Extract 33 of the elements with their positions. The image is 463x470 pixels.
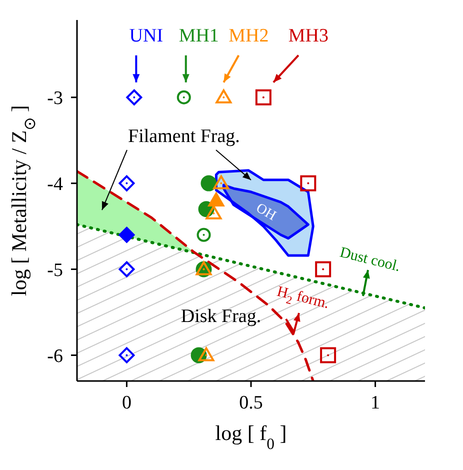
annotation: Dust cool.	[338, 244, 402, 276]
y-tick-label: -3	[47, 88, 63, 110]
point	[176, 90, 191, 104]
y-tick-label: -6	[47, 346, 63, 367]
x-axis-title: log [ f$_{0}$ ]	[215, 421, 287, 452]
point	[198, 347, 214, 362]
x-tick-label: 0	[122, 392, 132, 414]
text: UNI	[129, 25, 164, 46]
x-tick-label: 1	[370, 392, 380, 414]
x-tick-label: 0.5	[239, 392, 263, 414]
point	[320, 347, 336, 364]
point	[213, 175, 230, 190]
annotation: Filament Frag.	[128, 126, 240, 146]
point	[196, 228, 211, 242]
point	[118, 226, 135, 243]
point	[118, 347, 135, 364]
point	[200, 175, 217, 192]
text: MH1	[178, 25, 219, 46]
point	[255, 89, 272, 106]
point	[206, 205, 222, 220]
point	[300, 175, 316, 192]
text: MH2	[228, 25, 269, 46]
point	[126, 89, 142, 106]
y-tick-label: -5	[47, 260, 63, 282]
point	[118, 175, 135, 192]
point	[216, 89, 232, 104]
text: MH3	[288, 25, 328, 46]
point	[315, 261, 332, 278]
annotation: Disk Frag.	[180, 306, 262, 326]
point	[208, 192, 224, 206]
point	[118, 261, 135, 278]
annotation: OH	[253, 200, 279, 224]
y-tick-label: -4	[47, 174, 64, 196]
